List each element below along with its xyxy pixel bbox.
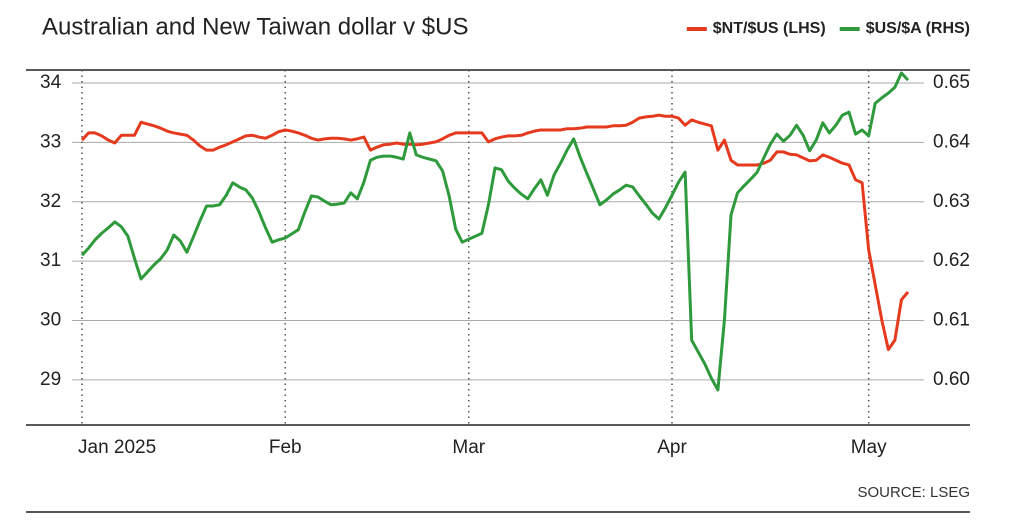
y-tick-label: 29 (40, 369, 61, 390)
x-tick-label: Apr (657, 437, 687, 458)
y2-tick-label: 0.60 (933, 369, 970, 390)
series-line (80, 71, 910, 392)
y-tick-label: 32 (40, 191, 61, 212)
y-tick-label: 34 (40, 72, 62, 93)
x-tick-label: May (851, 437, 887, 458)
y-tick-label: 30 (40, 310, 61, 331)
source-note: SOURCE: LSEG (857, 484, 970, 501)
y2-tick-label: 0.64 (933, 131, 970, 152)
y-tick-label: 33 (40, 131, 61, 152)
y2-tick-label: 0.62 (933, 250, 970, 271)
y2-tick-label: 0.61 (933, 310, 970, 331)
x-tick-label: Jan 2025 (78, 437, 156, 458)
chart-title: Australian and New Taiwan dollar v $US (42, 13, 468, 40)
legend-label: $US/$A (RHS) (866, 20, 970, 37)
legend-label: $NT/$US (LHS) (713, 20, 826, 37)
y2-tick-label: 0.63 (933, 191, 970, 212)
y-tick-label: 31 (40, 250, 61, 271)
y2-tick-label: 0.65 (933, 72, 970, 93)
x-tick-label: Feb (269, 437, 302, 458)
x-tick-label: Mar (452, 437, 485, 458)
series-line (80, 113, 910, 352)
